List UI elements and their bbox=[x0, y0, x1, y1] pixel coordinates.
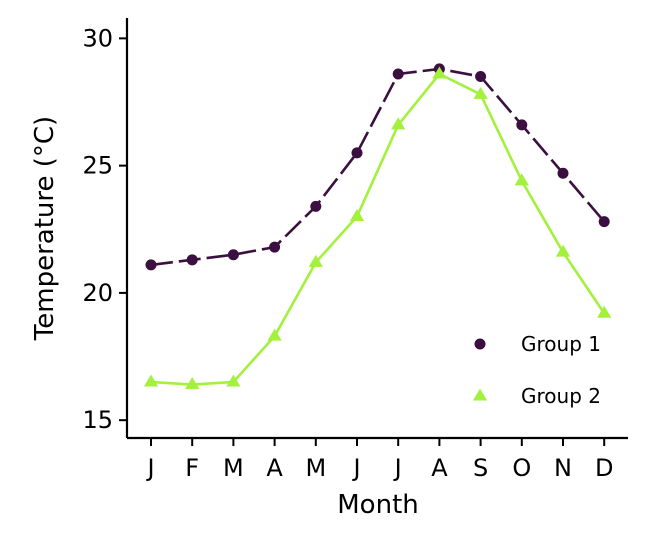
legend-label-1: Group 1 bbox=[521, 332, 601, 356]
x-tick-label: J bbox=[393, 454, 402, 482]
x-axis-title: Month bbox=[337, 490, 419, 520]
y-tick-label: 20 bbox=[82, 279, 113, 307]
series-1-point bbox=[516, 119, 528, 131]
y-ticks: 15 20 25 30 bbox=[82, 24, 127, 434]
series-2-point bbox=[349, 209, 365, 222]
series-2-point bbox=[143, 374, 159, 387]
series-2-point bbox=[514, 173, 529, 186]
axes bbox=[125, 18, 628, 440]
x-tick-label: A bbox=[431, 454, 448, 482]
series-1-point bbox=[145, 259, 157, 271]
y-tick-label: 25 bbox=[82, 152, 113, 180]
series-line-2 bbox=[150, 72, 606, 386]
series-2-point bbox=[226, 374, 241, 387]
series-2-point bbox=[432, 66, 447, 79]
x-tick-label: A bbox=[266, 454, 283, 482]
series-markers bbox=[143, 63, 612, 390]
series-1-point bbox=[351, 147, 363, 159]
series-line-1 bbox=[150, 67, 606, 267]
series-2-point bbox=[597, 305, 612, 318]
y-tick-label: 15 bbox=[82, 406, 113, 434]
x-tick-label: O bbox=[512, 454, 531, 482]
series-1-point bbox=[598, 216, 610, 228]
series-2-point bbox=[473, 86, 488, 99]
x-tick-label: J bbox=[351, 454, 360, 482]
series-2-point bbox=[267, 328, 282, 341]
series-2-point bbox=[185, 377, 200, 390]
series-2-point bbox=[308, 254, 323, 267]
series-1-point bbox=[186, 254, 198, 266]
x-tick-label: J bbox=[145, 454, 154, 482]
legend: Group 1 Group 2 bbox=[472, 332, 601, 408]
y-axis-title: Temperature (°C) bbox=[30, 116, 60, 341]
legend-marker-1 bbox=[474, 338, 486, 350]
x-tick-label: M bbox=[223, 454, 244, 482]
series-1-point bbox=[557, 167, 569, 179]
legend-marker-2 bbox=[472, 388, 488, 401]
y-tick-label: 30 bbox=[82, 24, 113, 52]
series-2-point bbox=[555, 244, 571, 257]
x-tick-label: F bbox=[185, 454, 199, 482]
series-1-point bbox=[227, 249, 239, 261]
series-lines bbox=[150, 67, 606, 386]
legend-label-2: Group 2 bbox=[521, 384, 601, 408]
series-1-point bbox=[310, 200, 322, 212]
x-tick-label: S bbox=[473, 454, 488, 482]
x-tick-label: M bbox=[305, 454, 326, 482]
x-tick-label: N bbox=[554, 454, 572, 482]
series-2-point bbox=[391, 117, 406, 130]
series-1-point bbox=[392, 68, 404, 80]
series-1-point bbox=[269, 241, 281, 253]
series-1-point bbox=[475, 71, 487, 83]
x-tick-label: D bbox=[595, 454, 613, 482]
